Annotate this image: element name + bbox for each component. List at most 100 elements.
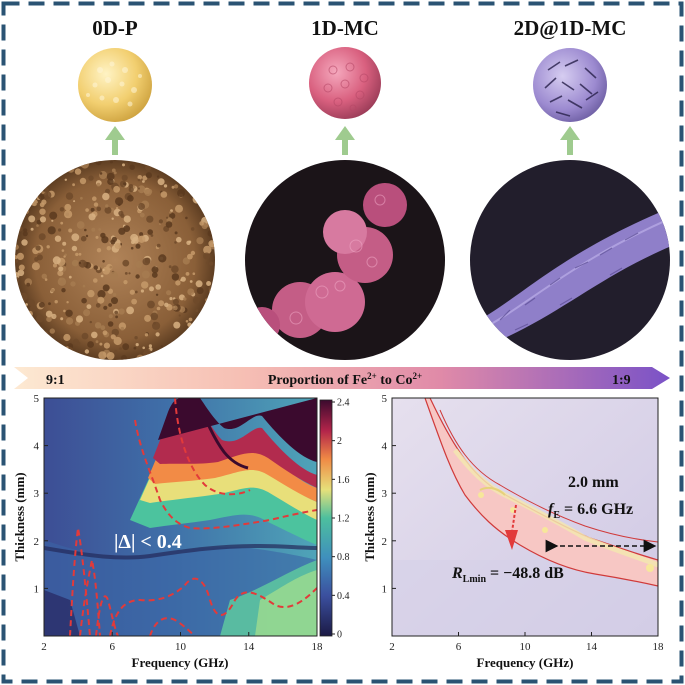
panel-title-2d-1d-mc: 2D@1D-MC bbox=[514, 16, 627, 40]
sem-grain bbox=[88, 175, 94, 181]
sem-grain bbox=[46, 166, 55, 174]
sem-grain bbox=[122, 259, 130, 267]
sem-grain bbox=[96, 206, 102, 212]
sem-grain bbox=[17, 225, 23, 232]
sem-grain bbox=[182, 257, 190, 265]
sem-grain bbox=[61, 347, 65, 352]
sem-grain bbox=[72, 358, 75, 360]
sem-grain bbox=[115, 315, 118, 319]
sem-grain bbox=[206, 281, 212, 286]
sem-grain bbox=[41, 199, 47, 205]
sem-grain bbox=[145, 160, 151, 164]
sem-grain bbox=[188, 317, 193, 322]
colorbar-tick-label: 1.2 bbox=[337, 514, 350, 525]
sem-grain bbox=[109, 160, 113, 164]
sem-grain bbox=[51, 219, 54, 222]
ratio-right-label: 1:9 bbox=[612, 373, 631, 388]
sem-grain bbox=[195, 280, 203, 288]
sem-grain bbox=[183, 165, 186, 168]
sem-grain bbox=[142, 180, 145, 183]
sem-grain bbox=[37, 192, 45, 200]
sem-grain bbox=[65, 309, 73, 317]
sem-grain bbox=[207, 230, 215, 237]
sem-grain bbox=[28, 299, 35, 306]
sem-grain bbox=[98, 351, 107, 360]
sem-grain bbox=[38, 301, 45, 308]
sem-grain bbox=[113, 336, 122, 346]
sem-grain bbox=[126, 306, 134, 315]
sem-grain bbox=[133, 160, 137, 162]
arrow-up-icon bbox=[560, 126, 580, 155]
sem-grain bbox=[208, 224, 211, 227]
sem-grain bbox=[203, 309, 207, 313]
sem-grain bbox=[27, 191, 31, 194]
sem-grain bbox=[151, 266, 159, 274]
sem-grain bbox=[108, 303, 112, 307]
sem-grain bbox=[111, 168, 116, 173]
sem-grain bbox=[51, 313, 57, 319]
sem-grain bbox=[44, 278, 48, 281]
sem-grain bbox=[194, 331, 200, 337]
sem-grain bbox=[15, 219, 19, 227]
sem-grain bbox=[128, 272, 131, 275]
sem-grain bbox=[36, 224, 39, 227]
sem-grain bbox=[49, 343, 56, 351]
sem-grain bbox=[185, 333, 193, 341]
sem-grain bbox=[21, 239, 28, 246]
sem-image-2d-1d-mc bbox=[470, 160, 670, 360]
sem-grain bbox=[15, 163, 21, 169]
sem-grain bbox=[30, 227, 34, 231]
sem-grain bbox=[61, 288, 66, 293]
sem-grain bbox=[54, 235, 62, 242]
sem-grain bbox=[42, 164, 48, 170]
sem-grain bbox=[169, 297, 173, 301]
sem-grain bbox=[122, 163, 125, 167]
sem-grain bbox=[137, 187, 140, 190]
sem-grain bbox=[63, 255, 66, 258]
sem-grain bbox=[36, 202, 40, 206]
sem-grain bbox=[106, 263, 113, 271]
sem-grain bbox=[163, 184, 168, 188]
sem-grain bbox=[210, 344, 215, 350]
sem-grain bbox=[107, 321, 114, 327]
sem-grain bbox=[35, 245, 41, 251]
sem-grain bbox=[175, 280, 181, 286]
sem-grain bbox=[151, 272, 158, 278]
sem-grain bbox=[17, 200, 26, 209]
sem-grain bbox=[71, 245, 78, 252]
sem-grain bbox=[28, 215, 36, 223]
sem-grain bbox=[113, 185, 120, 193]
sem-grain bbox=[106, 352, 115, 360]
x-tick-label: 18 bbox=[653, 641, 665, 653]
sem-grain bbox=[114, 243, 121, 250]
sem-grain bbox=[158, 300, 165, 307]
sem-grain bbox=[171, 348, 180, 356]
sem-grain bbox=[75, 252, 79, 257]
sem-grain bbox=[155, 293, 159, 296]
sem-grain bbox=[15, 276, 20, 283]
sem-grain bbox=[68, 228, 73, 233]
sem-grain bbox=[171, 265, 179, 274]
colorbar-tick-label: 0.4 bbox=[337, 591, 350, 602]
sem-grain bbox=[76, 221, 85, 229]
sem-grain bbox=[87, 289, 95, 298]
sem-grain bbox=[50, 350, 55, 355]
sem-grain bbox=[91, 227, 96, 232]
sem-grain bbox=[102, 284, 110, 292]
sem-grain bbox=[104, 206, 112, 214]
colorbar-tick-label: 2.4 bbox=[337, 398, 350, 409]
sem-grain bbox=[16, 195, 22, 201]
sem-grain bbox=[156, 306, 161, 311]
sem-grain bbox=[59, 207, 65, 212]
heatmap-reflection-loss bbox=[391, 397, 659, 637]
sem-grain bbox=[30, 198, 38, 207]
sem-grain bbox=[187, 253, 193, 260]
sem-grain bbox=[71, 233, 80, 242]
sem-grain bbox=[108, 314, 113, 319]
sem-grain bbox=[26, 310, 33, 317]
sem-grain bbox=[68, 275, 72, 279]
sem-grain bbox=[157, 178, 165, 186]
sem-grain bbox=[185, 320, 189, 323]
rl-min-label: RLmin = −48.8 dB bbox=[451, 565, 564, 585]
